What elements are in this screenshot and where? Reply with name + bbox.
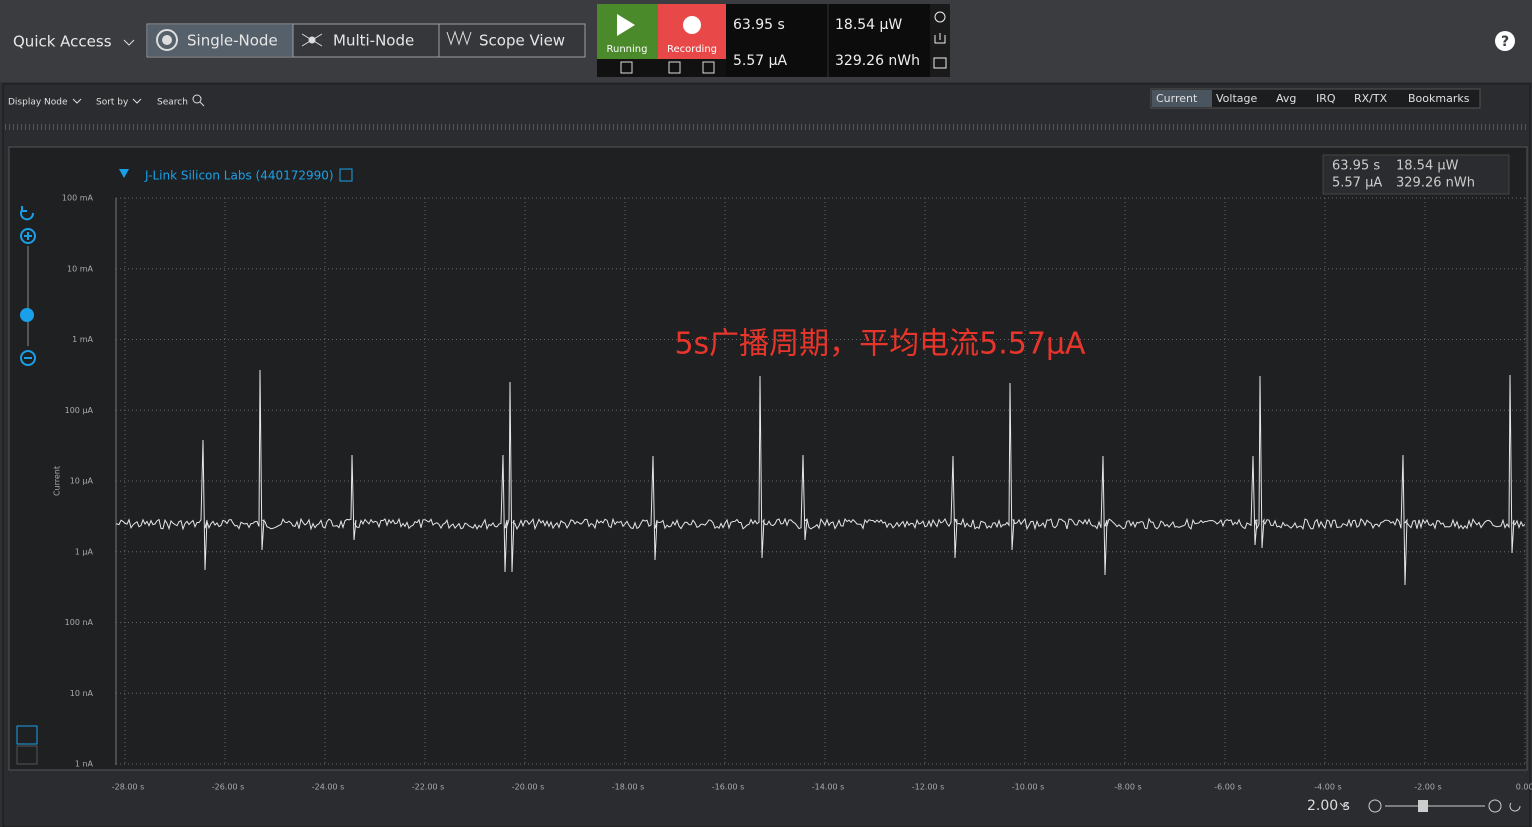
collapse[interactable] [119,169,129,178]
x-tick-label: 0.00 s [1516,783,1532,792]
icon [162,35,172,45]
y-tick-label: 100 nA [65,618,94,627]
tab[interactable]: Current [1156,92,1198,105]
x-tick-label: -22.00 s [412,783,445,792]
y-tick-label: 1 μA [75,547,94,556]
tab[interactable]: RX/TX [1354,92,1388,105]
x-tick-label: -28.00 s [112,783,145,792]
display-node[interactable]: Display Node [8,98,68,108]
y-tick-label: 10 nA [70,689,94,698]
x-tick-label: -8.00 s [1114,783,1141,792]
tab[interactable]: Avg [1276,92,1296,105]
dropdown-arrow [123,39,135,46]
tab-selected [1152,90,1212,107]
x-tick-label: -16.00 s [712,783,745,792]
icons [620,61,715,74]
help[interactable] [1495,31,1515,51]
run-button[interactable] [597,4,658,59]
zoom-controls [16,206,38,765]
x-tick-label: -26.00 s [212,783,245,792]
x-tick-label: -10.00 s [1012,783,1045,792]
y-axis-label: Current [53,466,62,496]
mode-selected [148,25,293,56]
x-tick-label: -12.00 s [912,783,945,792]
stat-power: 18.54 μW [835,17,902,33]
stat-energy: 329.26 nWh [1396,176,1475,191]
icon [156,29,178,51]
icons [72,94,205,107]
mode-button[interactable]: Multi-Node [333,32,414,50]
plot-panel [8,146,1528,771]
tab[interactable]: Voltage [1216,92,1257,105]
y-tick-label: 100 μA [65,406,94,415]
run-label: Running [607,44,648,55]
mode-button[interactable]: Single-Node [187,32,278,50]
search[interactable]: Search [157,98,188,108]
sort-by[interactable]: Sort by [96,98,129,108]
stat-time: 63.95 s [1332,159,1380,174]
stat-time: 63.95 s [733,17,785,33]
icon [301,33,323,47]
zoom-handle[interactable] [20,308,34,322]
stat-power: 18.54 μW [1396,159,1459,174]
x-tick-label: -18.00 s [612,783,645,792]
icons [933,11,947,69]
quick-access[interactable]: Quick Access [13,33,112,51]
time-zoom-handle[interactable] [1418,800,1428,812]
plot-stats [1322,154,1510,195]
device-name: J-Link Silicon Labs (440172990) [144,169,334,183]
stat-energy: 329.26 nWh [835,53,920,69]
x-tick-label: -6.00 s [1214,783,1241,792]
tab-bar [1150,88,1481,109]
zoom-level[interactable]: 2.00 s [1307,798,1350,814]
x-tick-label: -20.00 s [512,783,545,792]
time-zoom [1339,799,1521,813]
x-tick-label: -2.00 s [1414,783,1441,792]
x-tick-label: -4.00 s [1314,783,1341,792]
tab[interactable]: IRQ [1316,92,1336,105]
icon [683,16,701,34]
record-label: Recording [667,44,717,55]
device-menu[interactable] [339,168,353,182]
y-tick-label: 10 μA [70,477,94,486]
help-icon: ? [1501,34,1509,50]
y-tick-label: 1 nA [75,760,94,769]
stat-current: 5.57 μA [1332,176,1382,191]
icon [446,30,472,46]
y-tick-label: 10 mA [67,264,94,273]
tab[interactable]: Bookmarks [1408,92,1470,105]
x-tick-label: -14.00 s [812,783,845,792]
annotation: 5s广播周期，平均电流5.57μA [674,327,1086,362]
y-tick-label: 100 mA [62,194,94,203]
icon [617,14,635,36]
icon-column [930,4,950,77]
current-trace [115,369,1526,586]
x-tick-label: -24.00 s [312,783,345,792]
y-tick-label: 1 mA [72,335,93,344]
stat-current: 5.57 μA [733,53,788,69]
mode-button[interactable]: Scope View [479,32,565,50]
